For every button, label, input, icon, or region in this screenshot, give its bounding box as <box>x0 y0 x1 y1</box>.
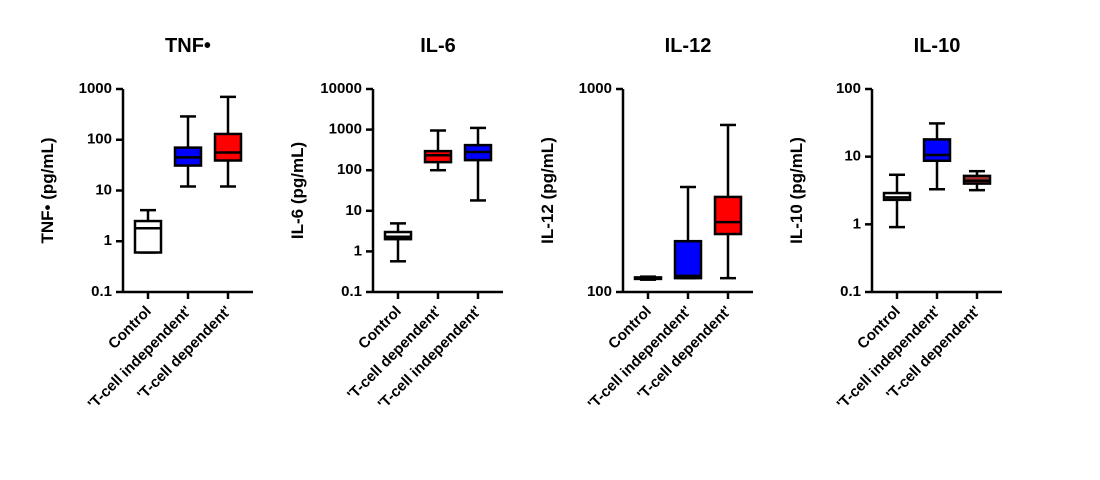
y-tick-label: 1000 <box>329 121 362 138</box>
y-tick-label: 1 <box>853 215 861 232</box>
y-tick-label: 0.1 <box>91 283 112 300</box>
y-axis-label: IL-10 (pg/mL) <box>787 137 806 244</box>
y-tick-label: 0.1 <box>341 283 362 300</box>
y-tick-label: 100 <box>337 161 362 178</box>
box <box>713 195 743 236</box>
chart-title: IL-6 <box>420 35 456 57</box>
y-tick-label: 1000 <box>79 80 112 97</box>
y-tick-label: 10 <box>95 181 112 198</box>
y-tick-label: 0.1 <box>840 283 861 300</box>
y-tick-label: 10 <box>345 202 362 219</box>
y-tick-label: 10000 <box>320 80 362 97</box>
chart-title: IL-12 <box>665 35 712 57</box>
box <box>423 149 453 164</box>
y-tick-label: 100 <box>87 131 112 148</box>
box <box>213 132 243 162</box>
y-tick-label: 1 <box>104 232 112 249</box>
y-tick-label: 1000 <box>579 80 612 97</box>
box <box>922 138 952 163</box>
y-tick-label: 100 <box>587 283 612 300</box>
y-tick-label: 100 <box>836 80 861 97</box>
y-axis-label: TNF• (pg/mL) <box>38 137 57 243</box>
chart-title: TNF• <box>165 35 211 57</box>
y-tick-label: 1 <box>354 242 362 259</box>
y-axis-label: IL-6 (pg/mL) <box>288 142 307 239</box>
chart-title: IL-10 <box>914 35 961 57</box>
y-tick-label: 10 <box>844 148 861 165</box>
box <box>133 219 163 254</box>
box <box>673 239 703 280</box>
y-axis-label: IL-12 (pg/mL) <box>538 137 557 244</box>
